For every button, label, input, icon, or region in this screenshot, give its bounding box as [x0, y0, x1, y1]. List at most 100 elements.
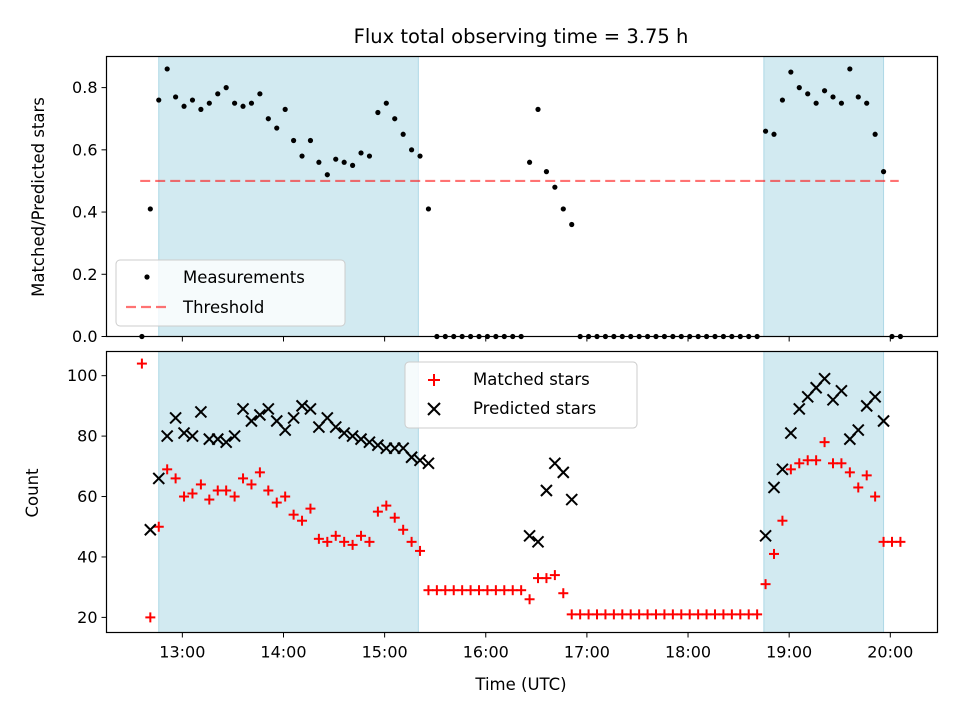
measurement-point	[223, 85, 229, 91]
count-points	[136, 358, 906, 623]
x-tick-label: 16:00	[463, 643, 509, 662]
measurement-point	[173, 94, 179, 100]
matched-star-point	[195, 479, 206, 490]
predicted-x-b	[304, 402, 317, 416]
matched-star-point	[356, 530, 367, 541]
measurement-point	[771, 131, 777, 137]
legend-marker-measurements	[144, 274, 150, 280]
bottom-panel: 20 40 60 80 100 13:00 14:00 15:00 16:00 17:00 18:…	[23, 350, 939, 694]
matched-star-point	[415, 545, 426, 556]
measurement-point	[821, 88, 828, 94]
predicted-star-point	[557, 466, 570, 479]
matched-star-point	[625, 609, 636, 620]
top-y-tick-label: 0.2	[72, 265, 97, 284]
matched-star-point	[406, 536, 417, 547]
measurement-point	[316, 159, 322, 165]
matched-star-point	[465, 585, 476, 596]
measurement-point	[307, 137, 314, 144]
measurement-point	[274, 125, 280, 131]
matched-star-point	[735, 609, 746, 620]
measurement-point	[779, 97, 786, 103]
matched-star-point	[566, 609, 577, 620]
predicted-x-b	[177, 426, 191, 440]
matched-star-point	[642, 609, 653, 620]
matched-star-point	[330, 530, 341, 541]
predicted-star-point	[287, 411, 300, 425]
x-axis-label: Time (UTC)	[474, 675, 566, 694]
predicted-star-point	[346, 429, 359, 443]
matched-star-point	[238, 473, 249, 484]
matched-star-point	[212, 485, 223, 496]
predicted-star-point	[329, 420, 342, 434]
matched-star-point	[676, 609, 687, 620]
matched-star-point	[608, 609, 619, 620]
predicted-star-point	[818, 372, 831, 385]
chart-title: Flux total observing time = 3.75 h	[354, 25, 689, 48]
matched-star-point	[743, 609, 754, 620]
measurement-point	[400, 131, 406, 137]
matched-star-point	[886, 536, 897, 547]
predicted-x-b	[835, 384, 848, 397]
x-tick-label: 13:00	[159, 643, 205, 662]
matched-star-point	[423, 585, 434, 596]
predicted-star-point	[363, 435, 376, 449]
matched-star-point	[440, 585, 451, 596]
predicted-star-point	[371, 438, 385, 452]
predicted-star-point	[523, 529, 536, 543]
bottom-legend: Matched stars Predicted stars	[404, 361, 638, 429]
matched-star-point	[726, 609, 737, 620]
measurement-point	[198, 106, 204, 112]
measurement-point	[535, 106, 541, 112]
measurement-point	[788, 69, 794, 75]
predicted-x-b	[160, 429, 174, 443]
top-legend: Measurements Threshold	[115, 259, 346, 327]
measurement-point	[864, 100, 870, 106]
predicted-star-point	[144, 523, 157, 536]
predicted-star-point	[565, 493, 578, 506]
predicted-x-b	[818, 372, 831, 385]
measurement-point	[358, 150, 364, 156]
predicted-star-point	[852, 423, 865, 437]
matched-star-point	[229, 491, 240, 502]
predicted-star-point	[337, 426, 351, 440]
matched-star-point	[844, 467, 855, 478]
predicted-star-point	[194, 405, 208, 419]
measurement-point	[240, 103, 246, 109]
predicted-star-point	[160, 429, 174, 443]
top-x-ticks	[181, 336, 891, 342]
predicted-star-point	[793, 402, 806, 416]
matched-star-point	[785, 464, 796, 475]
measurement-point	[830, 94, 836, 100]
predicted-star-point	[422, 457, 435, 470]
matched-star-point	[600, 609, 611, 620]
measurement-point	[189, 97, 196, 103]
matched-star-point	[474, 585, 485, 596]
matched-star-point	[684, 609, 695, 620]
matched-star-point	[305, 503, 316, 514]
measurement-point	[232, 100, 238, 106]
predicted-star-point	[531, 535, 545, 549]
matched-star-point	[811, 455, 822, 466]
bottom-y-axis-label: Count	[23, 468, 42, 518]
matched-star-point	[153, 521, 164, 532]
bottom-observing-windows	[158, 351, 885, 633]
matched-star-point	[541, 573, 552, 584]
predicted-star-point	[877, 414, 890, 428]
measurement-point	[880, 169, 887, 175]
matched-star-point	[364, 536, 375, 547]
matched-star-point	[575, 609, 586, 620]
matched-star-point	[381, 500, 392, 511]
matched-star-point	[322, 536, 333, 547]
legend-marker-matched	[428, 374, 440, 386]
measurement-point	[282, 106, 288, 112]
legend-label-threshold: Threshold	[182, 298, 264, 317]
predicted-star-point	[295, 399, 309, 413]
matched-star-point	[288, 509, 299, 520]
measurement-point	[366, 153, 373, 159]
predicted-star-point	[245, 414, 258, 428]
predicted-star-point	[262, 402, 275, 416]
predicted-x-b	[211, 432, 224, 446]
predicted-star-point	[177, 426, 191, 440]
matched-star-point	[634, 609, 645, 620]
